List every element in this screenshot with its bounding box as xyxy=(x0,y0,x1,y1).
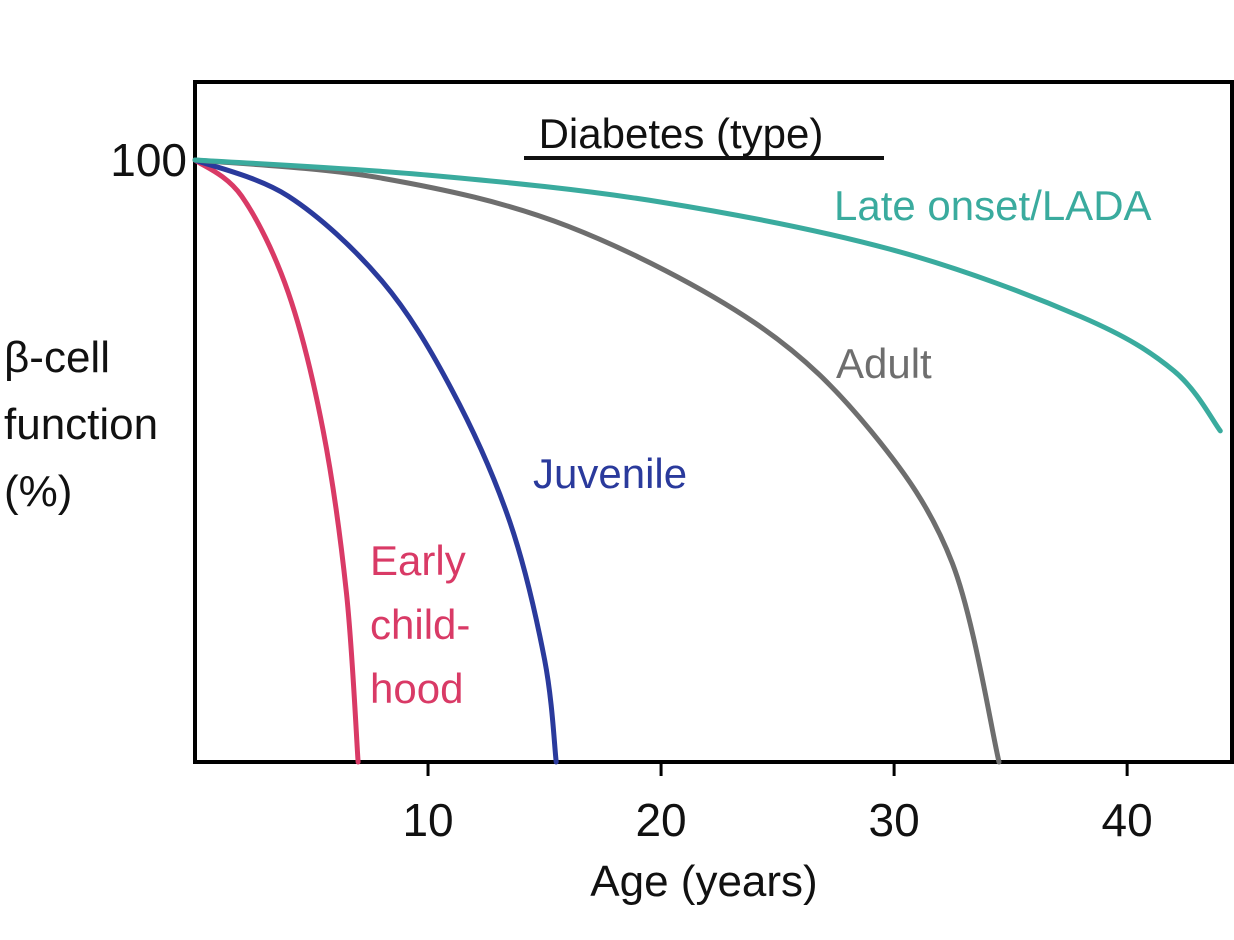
x-tick-label-20: 20 xyxy=(635,794,686,846)
y-axis-title: β-cell function (%) xyxy=(4,333,170,516)
y-tick-label-100: 100 xyxy=(110,134,187,186)
series-label-juvenile: Juvenile xyxy=(533,450,687,497)
series-label-early-childhood: Early child-hood xyxy=(370,537,470,712)
x-tick-label-30: 30 xyxy=(869,794,920,846)
series-label-line: child- xyxy=(370,601,470,648)
y-axis-title-line-3: (%) xyxy=(4,467,72,516)
plot-frame xyxy=(193,80,1234,764)
series-label-line: Adult xyxy=(836,340,932,387)
series-label-line: Late onset/LADA xyxy=(834,182,1152,229)
legend-title: Diabetes (type) xyxy=(539,110,824,157)
y-axis-title-line-1: β-cell xyxy=(4,333,110,382)
tick-layer: 10 20 30 40 100 xyxy=(110,134,1152,846)
series-line-juvenile xyxy=(192,157,559,765)
y-axis-title-line-2: function xyxy=(4,400,158,449)
series-label-line: Early xyxy=(370,537,466,584)
x-tick-label-40: 40 xyxy=(1102,794,1153,846)
series-label-late-onset-lada: Late onset/LADA xyxy=(834,182,1152,229)
series-label-line: Juvenile xyxy=(533,450,687,497)
x-axis-title: Age (years) xyxy=(590,857,817,906)
series-layer xyxy=(192,157,1223,765)
series-label-layer: Early child-hood Juvenile Adult Late onset/L… xyxy=(370,182,1152,712)
x-tick-label-10: 10 xyxy=(402,794,453,846)
series-label-line: hood xyxy=(370,665,463,712)
series-line-adult xyxy=(192,157,1002,765)
series-line-late-onset-lada xyxy=(192,157,1223,434)
series-line-early-childhood xyxy=(192,157,361,765)
series-label-adult: Adult xyxy=(836,340,932,387)
